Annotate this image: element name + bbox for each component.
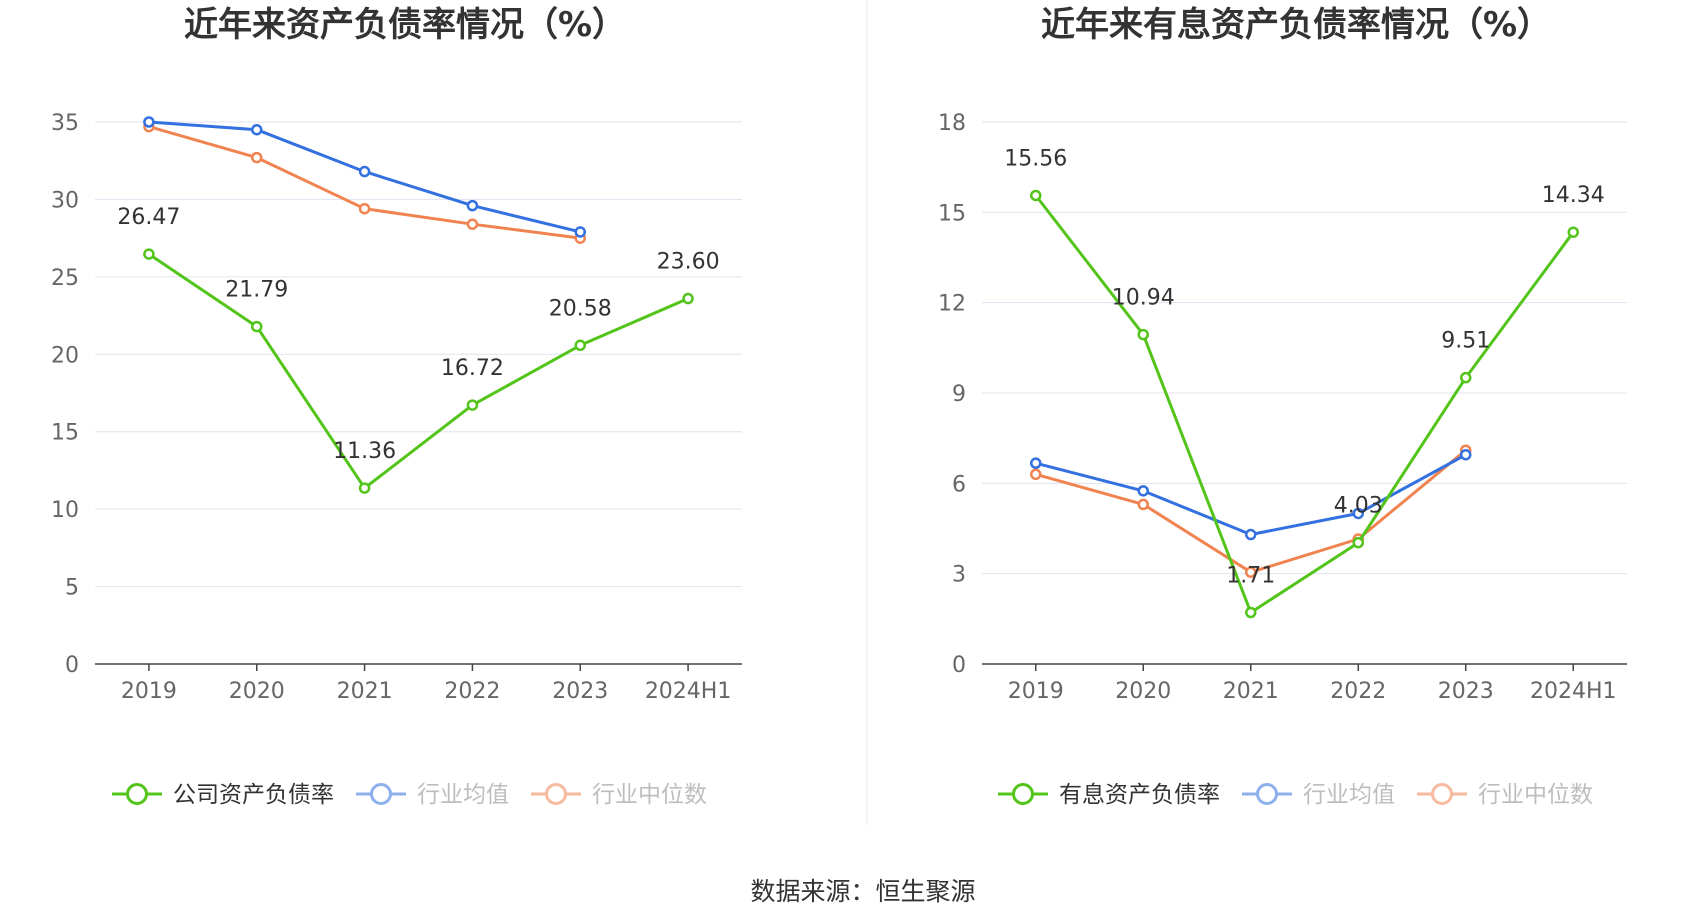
y-tick-label: 3 <box>952 563 966 588</box>
legend-label: 公司资产负债率 <box>173 782 334 808</box>
data-point <box>1245 606 1257 619</box>
data-point <box>143 116 155 128</box>
data-label: 4.03 <box>1334 494 1383 519</box>
y-tick-label: 0 <box>65 653 79 678</box>
chart-panel-1: 近年来资产负债率情况（%） 0 5 10 15 20 25 30 35 2019 2020 2021 2… <box>51 5 742 808</box>
chart-title: 近年来资产负债率情况（%） <box>184 5 626 45</box>
y-tick-label: 35 <box>51 111 79 136</box>
x-tick-label: 2021 <box>1223 679 1279 704</box>
data-point <box>1245 566 1257 578</box>
x-tick-label: 2023 <box>1438 679 1494 704</box>
data-point <box>251 320 263 333</box>
legend-label: 行业中位数 <box>1478 782 1593 808</box>
y-tick-label: 20 <box>51 343 79 368</box>
legend-item-3[interactable]: 行业中位数 <box>531 782 707 808</box>
data-point <box>1352 507 1364 520</box>
y-tick-label: 30 <box>51 188 79 213</box>
legend-marker <box>370 783 392 805</box>
y-tick-label: 12 <box>938 292 966 317</box>
data-label: 15.56 <box>1004 146 1067 171</box>
x-tick-label: 2022 <box>444 679 500 704</box>
x-tick-label: 2020 <box>229 679 285 704</box>
series-line-3 <box>1034 448 1468 574</box>
data-point <box>358 482 371 494</box>
legend-marker <box>126 783 148 805</box>
data-point <box>1245 528 1257 541</box>
data-source-label: 数据来源：恒生聚源 <box>750 877 975 906</box>
x-tick-label: 2019 <box>121 679 177 704</box>
legend-label: 行业均值 <box>1303 782 1395 808</box>
data-point <box>143 248 155 260</box>
data-point <box>1460 371 1472 384</box>
legend-label: 有息资产负债率 <box>1059 782 1220 808</box>
y-tick-label: 15 <box>51 421 79 446</box>
data-label: 9.51 <box>1441 329 1490 354</box>
data-point <box>1567 226 1579 238</box>
data-label: 16.72 <box>441 356 504 381</box>
legend-label: 行业均值 <box>417 782 509 808</box>
y-tick-label: 10 <box>51 498 79 523</box>
data-point <box>1352 536 1364 549</box>
chart-title: 近年来有息资产负债率情况（%） <box>1041 5 1551 45</box>
data-label: 10.94 <box>1112 286 1175 311</box>
data-point <box>574 226 586 238</box>
data-point <box>1030 189 1042 202</box>
data-point <box>251 123 263 136</box>
y-tick-label: 6 <box>952 472 966 497</box>
x-tick-label: 2019 <box>1008 679 1064 704</box>
data-point <box>251 151 263 164</box>
data-point <box>466 399 479 411</box>
legend-item-1[interactable]: 有息资产负债率 <box>998 782 1220 808</box>
data-point <box>1460 448 1472 461</box>
data-label: 14.34 <box>1542 183 1605 208</box>
data-point <box>1137 328 1149 341</box>
x-tick-label: 2020 <box>1115 679 1171 704</box>
y-tick-label: 5 <box>65 576 79 601</box>
legend-marker <box>1012 783 1034 805</box>
y-tick-label: 9 <box>952 382 966 407</box>
data-point <box>466 218 479 230</box>
x-tick-label: 2023 <box>552 679 608 704</box>
legend-marker <box>1431 783 1453 805</box>
y-tick-label: 15 <box>938 201 966 226</box>
data-point <box>1030 457 1042 469</box>
x-tick-label: 2022 <box>1330 679 1386 704</box>
legend-label: 行业中位数 <box>592 782 707 808</box>
x-tick-label: 2024H1 <box>1530 679 1617 704</box>
data-point <box>1137 485 1149 497</box>
data-label: 11.36 <box>333 439 396 464</box>
data-point <box>358 202 371 215</box>
data-point <box>358 165 371 178</box>
series-line-1 <box>147 252 690 490</box>
series-line-2 <box>1034 453 1468 536</box>
data-label: 23.60 <box>657 250 720 275</box>
data-label: 1.71 <box>1226 564 1275 589</box>
legend-item-2[interactable]: 行业均值 <box>1242 782 1395 808</box>
legend-item-3[interactable]: 行业中位数 <box>1417 782 1593 808</box>
legend-marker <box>1256 783 1278 805</box>
y-tick-label: 25 <box>51 266 79 291</box>
legend-item-1[interactable]: 公司资产负债率 <box>112 782 334 808</box>
x-tick-label: 2024H1 <box>645 679 732 704</box>
data-label: 20.58 <box>549 296 612 321</box>
data-label: 26.47 <box>117 205 180 230</box>
data-point <box>1030 468 1042 481</box>
legend-item-2[interactable]: 行业均值 <box>356 782 509 808</box>
series-line-1 <box>1034 194 1575 614</box>
series-line-3 <box>147 125 582 240</box>
data-point <box>682 292 694 305</box>
data-point <box>574 339 586 352</box>
data-point <box>466 199 479 212</box>
legend-marker <box>545 783 567 805</box>
data-label: 21.79 <box>225 278 288 303</box>
y-tick-label: 0 <box>952 653 966 678</box>
data-point <box>1137 498 1149 511</box>
chart-panel-2: 近年来有息资产负债率情况（%） 0 3 6 9 12 15 18 2019 2020 2021 202… <box>938 5 1627 808</box>
x-tick-label: 2021 <box>337 679 393 704</box>
y-tick-label: 18 <box>938 111 966 136</box>
